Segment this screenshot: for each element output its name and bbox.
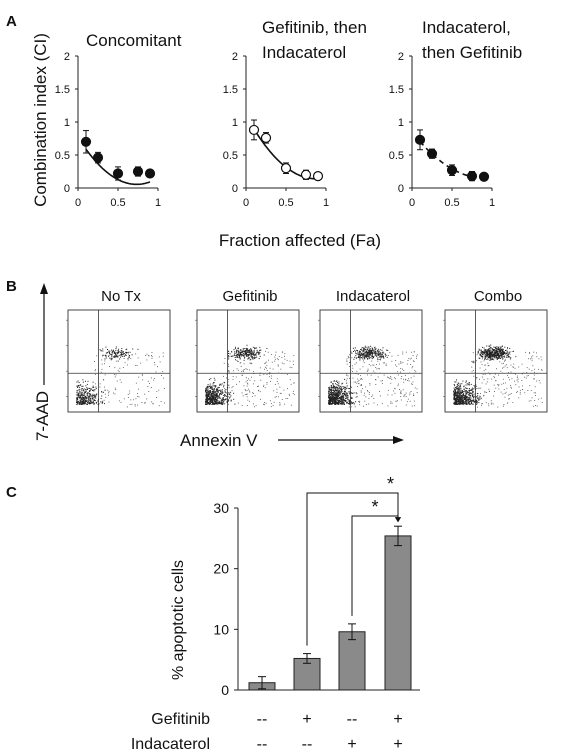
x-tick-label: 0.5: [444, 197, 459, 209]
y-tick-label: 2: [64, 51, 70, 63]
flow-plot-frame: [67, 309, 171, 413]
data-point: [112, 168, 124, 179]
data-point: [80, 136, 92, 147]
y-tick-label: 30: [213, 500, 229, 516]
y-tick-label: 1.5: [55, 84, 70, 96]
data-point: [280, 163, 292, 174]
flow-plot: Indacaterol: [318, 288, 423, 413]
bar-chart-ylabel: % apoptotic cells: [170, 560, 187, 680]
ci-plot-indacaterol-then-gefitinib: Indacaterol, then Gefitinib 0 0.5 1 1.5 2 0 0.5 1: [389, 18, 522, 209]
xlabel-arrow: [278, 436, 404, 444]
event-dots: [453, 344, 543, 408]
indacaterol-mark: +: [347, 736, 356, 753]
ci-plot-title: Gefitinib, then Indacaterol: [262, 18, 367, 62]
flow-plot: Combo: [443, 288, 548, 413]
apoptosis-bar-chart: % apoptotic cells 0 10 20 30 * *: [170, 474, 420, 698]
ci-plot-title: Concomitant: [86, 31, 182, 50]
y-tick-label: 2: [398, 51, 404, 63]
ci-plot-gefitinib-then-indacaterol: Gefitinib, then Indacaterol 0 0.5 1 1.5 2 0 0.5 1: [223, 18, 367, 209]
y-tick-label: 10: [213, 621, 229, 637]
indacaterol-mark: --: [257, 736, 268, 753]
y-tick-label: 0.5: [389, 150, 404, 162]
ci-plot-concomitant: Concomitant 0 0.5 1 1.5 2 0 0.5 1: [55, 31, 182, 209]
flow-plot-title: Indacaterol: [336, 288, 410, 305]
data-point: [446, 165, 458, 176]
y-tick-label: 0: [221, 682, 229, 698]
row-label-gefitinib: Gefitinib: [151, 711, 210, 728]
ylabel-arrow: [40, 283, 48, 385]
significance-star: *: [371, 497, 378, 517]
ci-plot-title: Indacaterol, then Gefitinib: [422, 18, 522, 62]
bracket-arrowhead: [395, 517, 401, 523]
flow-plot-title: Gefitinib: [222, 288, 277, 305]
indacaterol-mark: --: [302, 736, 313, 753]
flow-plot: No Tx: [66, 288, 171, 413]
x-tick-label: 0.5: [278, 197, 293, 209]
x-tick-label: 1: [489, 197, 495, 209]
y-tick-label: 1.5: [223, 84, 238, 96]
y-tick-label: 1.5: [389, 84, 404, 96]
gefitinib-mark: +: [393, 711, 402, 728]
data-point: [426, 148, 438, 159]
significance-bracket: [306, 492, 399, 646]
data-point: [414, 134, 426, 145]
x-tick-label: 0: [243, 197, 249, 209]
event-dots: [328, 345, 418, 408]
panel-b-xlabel: Annexin V: [180, 431, 258, 450]
indacaterol-mark: +: [393, 736, 402, 753]
panel-a-xlabel: Fraction affected (Fa): [219, 231, 381, 250]
gefitinib-mark: --: [347, 711, 358, 728]
bar: [338, 631, 366, 691]
data-point: [92, 152, 104, 163]
panel-b-letter: B: [6, 278, 17, 295]
data-point: [260, 132, 272, 143]
panel-b-ylabel: 7-AAD: [33, 391, 52, 441]
data-point: [478, 171, 490, 182]
gefitinib-mark: +: [302, 711, 311, 728]
flow-plot-title: No Tx: [101, 288, 141, 305]
data-point: [132, 166, 144, 177]
y-tick-label: 0.5: [223, 150, 238, 162]
y-tick-label: 1: [64, 117, 70, 129]
panel-b: B 7-AAD Annexin V No Tx Gefitinib Indacate…: [6, 278, 548, 450]
y-tick-label: 2: [232, 51, 238, 63]
panel-c: C % apoptotic cells 0 10 20 30 * * Gefitinib I…: [6, 474, 420, 753]
y-tick-label: 0: [398, 183, 404, 195]
row-label-indacaterol: Indacaterol: [131, 736, 210, 753]
x-tick-label: 0: [409, 197, 415, 209]
data-point: [312, 171, 324, 182]
data-point: [248, 124, 260, 136]
event-dots: [205, 344, 295, 408]
treatment-marks: -- + -- + -- -- + +: [257, 711, 403, 753]
significance-star: *: [387, 474, 394, 494]
data-point: [300, 169, 312, 180]
y-tick-label: 1: [398, 117, 404, 129]
panel-a: A Combination index (CI) Fraction affect…: [6, 13, 522, 250]
flow-plot: Gefitinib: [195, 288, 300, 413]
y-tick-label: 20: [213, 561, 229, 577]
bar: [384, 535, 412, 691]
x-tick-label: 1: [323, 197, 329, 209]
x-tick-label: 1: [155, 197, 161, 209]
panel-c-letter: C: [6, 484, 17, 501]
x-tick-label: 0.5: [110, 197, 125, 209]
y-tick-label: 1: [232, 117, 238, 129]
y-tick-label: 0.5: [55, 150, 70, 162]
data-point: [466, 171, 478, 182]
flow-plot-title: Combo: [474, 288, 522, 305]
panel-a-letter: A: [6, 13, 17, 30]
y-tick-label: 0: [64, 183, 70, 195]
panel-a-ylabel: Combination index (CI): [31, 33, 50, 207]
gefitinib-mark: --: [257, 711, 268, 728]
data-point: [144, 168, 156, 179]
y-tick-label: 0: [232, 183, 238, 195]
x-tick-label: 0: [75, 197, 81, 209]
event-dots: [76, 346, 165, 408]
flow-cytometry-plots: No Tx Gefitinib Indacaterol Combo: [66, 288, 548, 413]
